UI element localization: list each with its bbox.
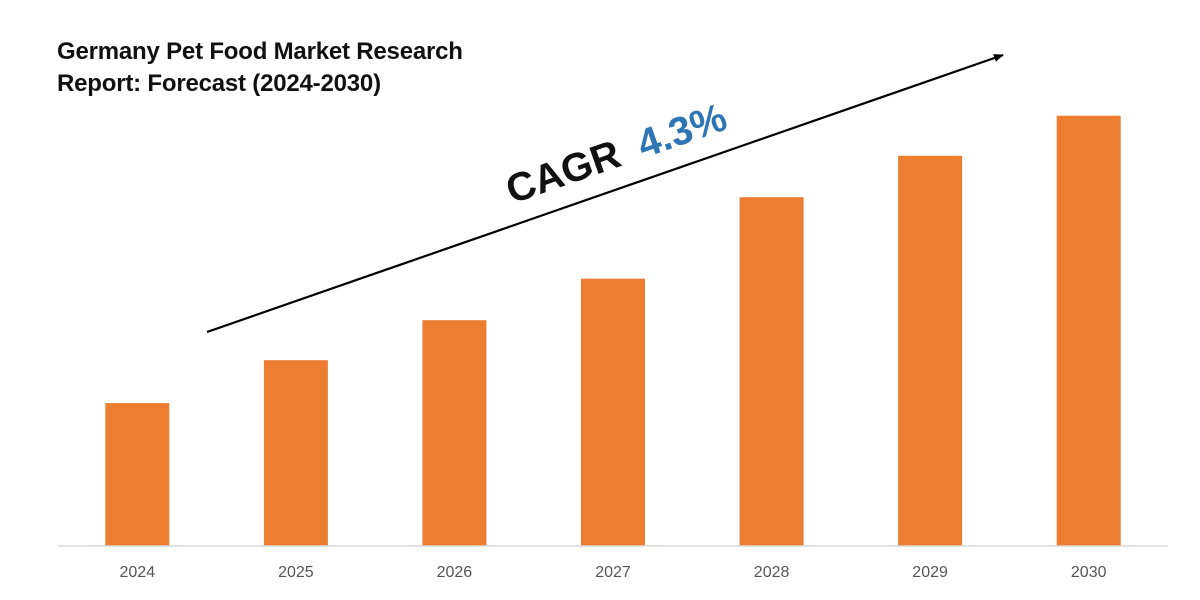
- x-tick-label-2030: 2030: [1071, 564, 1107, 581]
- x-tick-label-2024: 2024: [120, 564, 156, 581]
- bar-2028: [739, 197, 804, 546]
- bar-2027: [581, 278, 645, 546]
- trend-arrow: [206, 53, 1004, 334]
- cagr-prefix: CAGR: [500, 132, 626, 212]
- x-tick-label-2027: 2027: [595, 564, 631, 581]
- bar-2030: [1056, 115, 1121, 546]
- bar-2029: [898, 155, 963, 547]
- bar-2024: [105, 403, 170, 546]
- x-tick-label-2029: 2029: [912, 564, 948, 581]
- bars: [105, 115, 1121, 547]
- chart-title-line-2: Report: Forecast (2024-2030): [57, 70, 381, 97]
- cagr-value: 4.3%: [632, 95, 733, 167]
- x-tick-label-2026: 2026: [437, 564, 473, 581]
- x-tick-label-2028: 2028: [754, 564, 790, 581]
- bar-2025: [263, 360, 328, 546]
- chart-title-line-1: Germany Pet Food Market Research: [57, 38, 463, 65]
- x-tick-label-2025: 2025: [278, 564, 314, 581]
- chart-title: Germany Pet Food Market Research Report:…: [57, 36, 537, 100]
- cagr-annotation: CAGR 4.3%: [500, 95, 732, 212]
- bar-2026: [422, 320, 487, 546]
- x-tick-labels: 2024 2025 2026 2027 2028 2029 2030: [120, 564, 1107, 581]
